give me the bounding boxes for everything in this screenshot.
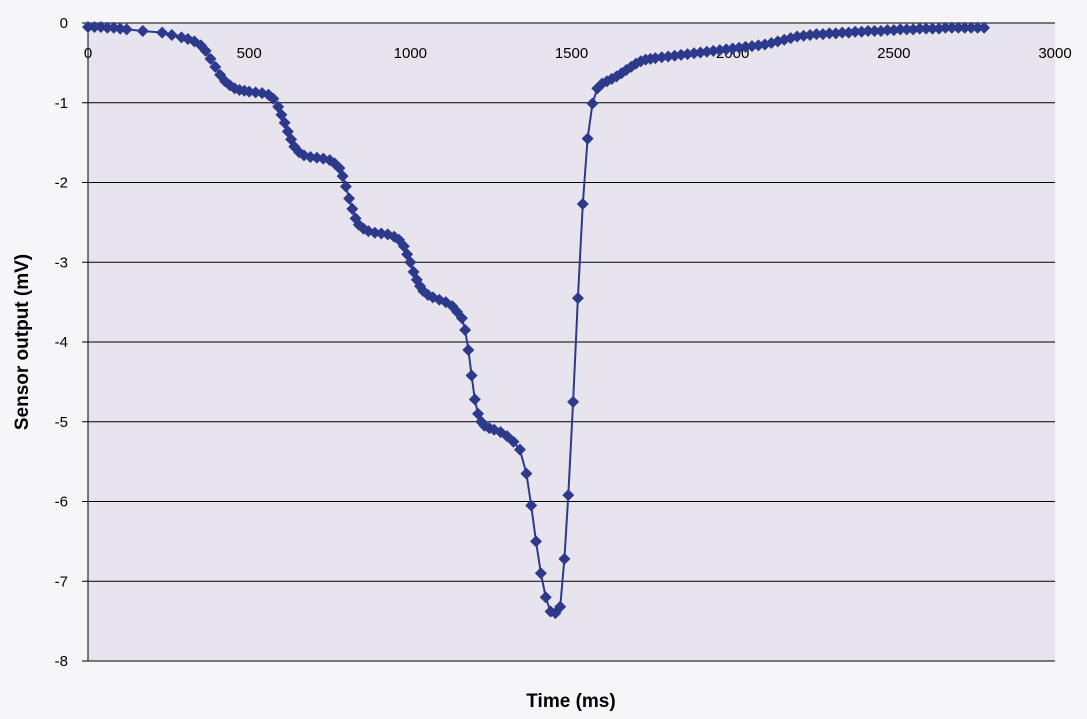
data-point-marker [958, 21, 971, 34]
data-point-marker [501, 430, 514, 443]
x-tick-label: 1500 [555, 45, 588, 62]
data-point-marker [199, 44, 212, 57]
data-point-marker [586, 97, 599, 110]
data-point-marker [120, 23, 133, 36]
data-point-marker [459, 324, 472, 337]
data-point-marker [525, 499, 538, 512]
data-point-marker [136, 24, 149, 37]
data-point-marker [534, 567, 547, 580]
data-point-marker [343, 192, 356, 205]
data-point-marker [945, 21, 958, 34]
data-point-marker [554, 600, 567, 613]
y-tick-label: -8 [55, 653, 68, 670]
y-tick-label: -2 [55, 175, 68, 192]
data-point-marker [82, 20, 94, 33]
data-point-marker [868, 24, 881, 37]
data-point-marker [468, 393, 481, 406]
y-tick-label: -3 [55, 254, 68, 271]
data-point-marker [900, 23, 913, 36]
data-point-marker [920, 22, 933, 35]
x-tick-label: 0 [84, 45, 92, 62]
data-point-marker [156, 26, 169, 39]
data-point-marker [804, 28, 817, 41]
data-point-marker [881, 24, 894, 37]
data-point-marker [952, 21, 965, 34]
data-point-marker [507, 435, 520, 448]
data-point-marker [625, 60, 638, 73]
data-point-marker [209, 60, 222, 73]
data-point-marker [558, 552, 571, 565]
data-point-marker [513, 443, 526, 456]
y-tick-label: -4 [55, 334, 68, 351]
data-point-marker [971, 21, 984, 34]
data-point-marker [810, 28, 823, 41]
data-point-marker [823, 27, 836, 40]
data-point-marker [576, 198, 589, 211]
series-layer [82, 20, 991, 620]
data-point-marker [894, 23, 907, 36]
data-point-marker [88, 20, 101, 33]
data-point-marker [165, 28, 178, 41]
data-point-marker [562, 489, 575, 502]
data-point-marker [939, 21, 952, 34]
data-point-marker [249, 86, 262, 99]
x-tick-label: 3000 [1038, 45, 1071, 62]
x-tick-label: 1000 [394, 45, 427, 62]
data-point-marker [978, 21, 991, 34]
x-tick-label: 500 [237, 45, 262, 62]
data-point-marker [520, 467, 533, 480]
x-axis-title: Time (ms) [526, 691, 615, 712]
data-point-marker [913, 22, 926, 35]
data-point-marker [404, 256, 417, 269]
x-tick-label: 2500 [877, 45, 910, 62]
data-point-marker [462, 343, 475, 356]
data-point-marker [455, 312, 468, 325]
data-point-marker [204, 52, 217, 65]
data-point-marker [567, 395, 580, 408]
data-point-marker [571, 292, 584, 305]
data-point-marker [926, 22, 939, 35]
data-point-marker [797, 29, 810, 42]
y-tick-label: -5 [55, 414, 68, 431]
data-point-marker [849, 25, 862, 38]
data-point-marker [530, 535, 543, 548]
data-point-marker [862, 24, 875, 37]
y-tick-label: 0 [60, 15, 68, 32]
y-axis-title: Sensor output (mV) [12, 254, 33, 430]
data-point-marker [581, 132, 594, 145]
y-tick-label: -7 [55, 573, 68, 590]
data-point-marker [539, 591, 552, 604]
data-point-marker [346, 202, 359, 215]
data-point-marker [465, 369, 478, 382]
data-point-marker [965, 21, 978, 34]
y-tick-label: -1 [55, 95, 68, 112]
data-point-marker [336, 170, 349, 183]
data-point-marker [339, 180, 352, 193]
y-tick-label: -6 [55, 494, 68, 511]
data-point-marker [267, 92, 280, 105]
data-point-marker [101, 21, 114, 34]
data-point-marker [791, 30, 804, 43]
data-point-marker [836, 26, 849, 39]
